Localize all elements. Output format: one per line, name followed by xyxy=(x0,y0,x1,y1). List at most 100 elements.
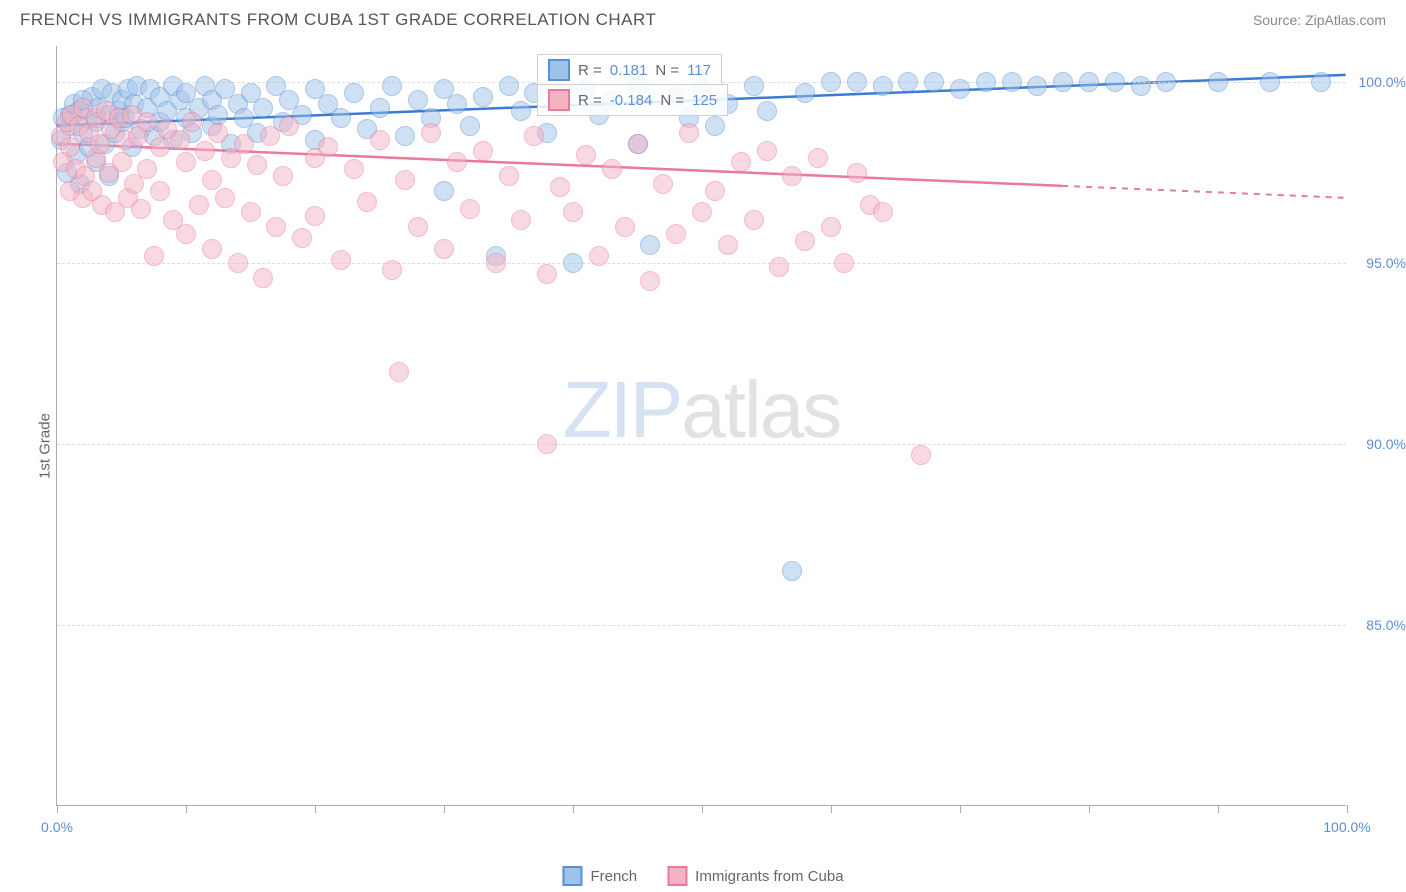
data-point xyxy=(898,72,918,92)
data-point xyxy=(60,137,80,157)
data-point xyxy=(150,137,170,157)
y-tick-label: 95.0% xyxy=(1351,255,1406,271)
data-point xyxy=(434,181,454,201)
x-tick xyxy=(315,805,316,813)
data-point xyxy=(215,188,235,208)
data-point xyxy=(260,126,280,146)
gridline xyxy=(57,625,1346,626)
data-point xyxy=(499,166,519,186)
n-value: 125 xyxy=(692,92,717,109)
data-point xyxy=(382,76,402,96)
data-point xyxy=(1311,72,1331,92)
correlation-legend-row: R = -0.184 N = 125 xyxy=(537,84,728,116)
data-point xyxy=(370,130,390,150)
x-tick xyxy=(702,805,703,813)
data-point xyxy=(137,112,157,132)
data-point xyxy=(847,72,867,92)
legend-label: French xyxy=(590,868,637,885)
data-point xyxy=(1002,72,1022,92)
x-tick xyxy=(831,805,832,813)
data-point xyxy=(615,217,635,237)
data-point xyxy=(318,137,338,157)
data-point xyxy=(266,217,286,237)
data-point xyxy=(150,181,170,201)
data-point xyxy=(473,141,493,161)
data-point xyxy=(389,362,409,382)
data-point xyxy=(782,561,802,581)
data-point xyxy=(911,445,931,465)
data-point xyxy=(782,166,802,186)
data-point xyxy=(408,217,428,237)
data-point xyxy=(511,101,531,121)
data-point xyxy=(847,163,867,183)
x-tick xyxy=(1218,805,1219,813)
data-point xyxy=(757,141,777,161)
data-point xyxy=(202,239,222,259)
x-tick-label: 0.0% xyxy=(41,819,73,835)
data-point xyxy=(1053,72,1073,92)
data-point xyxy=(486,253,506,273)
y-tick-label: 100.0% xyxy=(1351,74,1406,90)
data-point xyxy=(834,253,854,273)
data-point xyxy=(640,271,660,291)
data-point xyxy=(873,76,893,96)
legend-item: French xyxy=(562,866,637,886)
data-point xyxy=(112,152,132,172)
data-point xyxy=(370,98,390,118)
legend-label: Immigrants from Cuba xyxy=(695,868,843,885)
r-value: -0.184 xyxy=(610,92,653,109)
data-point xyxy=(344,83,364,103)
data-point xyxy=(253,98,273,118)
data-point xyxy=(247,155,267,175)
legend-item: Immigrants from Cuba xyxy=(667,866,843,886)
r-label: R = xyxy=(578,92,602,109)
data-point xyxy=(821,72,841,92)
data-point xyxy=(795,231,815,251)
data-point xyxy=(1027,76,1047,96)
data-point xyxy=(563,253,583,273)
data-point xyxy=(144,246,164,266)
data-point xyxy=(421,123,441,143)
data-point xyxy=(511,210,531,230)
data-point xyxy=(234,134,254,154)
x-tick xyxy=(444,805,445,813)
y-axis-label: 1st Grade xyxy=(36,413,53,479)
data-point xyxy=(563,202,583,222)
data-point xyxy=(808,148,828,168)
n-label: N = xyxy=(655,62,679,79)
data-point xyxy=(137,159,157,179)
data-point xyxy=(382,260,402,280)
x-tick-label: 100.0% xyxy=(1323,819,1370,835)
x-tick xyxy=(573,805,574,813)
data-point xyxy=(408,90,428,110)
data-point xyxy=(1208,72,1228,92)
n-label: N = xyxy=(660,92,684,109)
data-point xyxy=(208,123,228,143)
data-point xyxy=(576,145,596,165)
data-point xyxy=(718,235,738,255)
y-tick-label: 90.0% xyxy=(1351,436,1406,452)
data-point xyxy=(731,152,751,172)
correlation-legend-row: R =0.181N =117 xyxy=(537,54,722,86)
data-point xyxy=(331,250,351,270)
data-point xyxy=(769,257,789,277)
legend-swatch xyxy=(562,866,582,886)
legend-swatch xyxy=(548,89,570,111)
legend-swatch xyxy=(667,866,687,886)
data-point xyxy=(537,264,557,284)
data-point xyxy=(131,199,151,219)
y-tick-label: 85.0% xyxy=(1351,617,1406,633)
data-point xyxy=(344,159,364,179)
data-point xyxy=(208,105,228,125)
x-tick xyxy=(57,805,58,813)
data-point xyxy=(666,224,686,244)
data-point xyxy=(241,202,261,222)
data-point xyxy=(873,202,893,222)
r-value: 0.181 xyxy=(610,62,648,79)
data-point xyxy=(460,116,480,136)
r-label: R = xyxy=(578,62,602,79)
data-point xyxy=(640,235,660,255)
data-point xyxy=(705,181,725,201)
data-point xyxy=(821,217,841,237)
data-point xyxy=(628,134,648,154)
